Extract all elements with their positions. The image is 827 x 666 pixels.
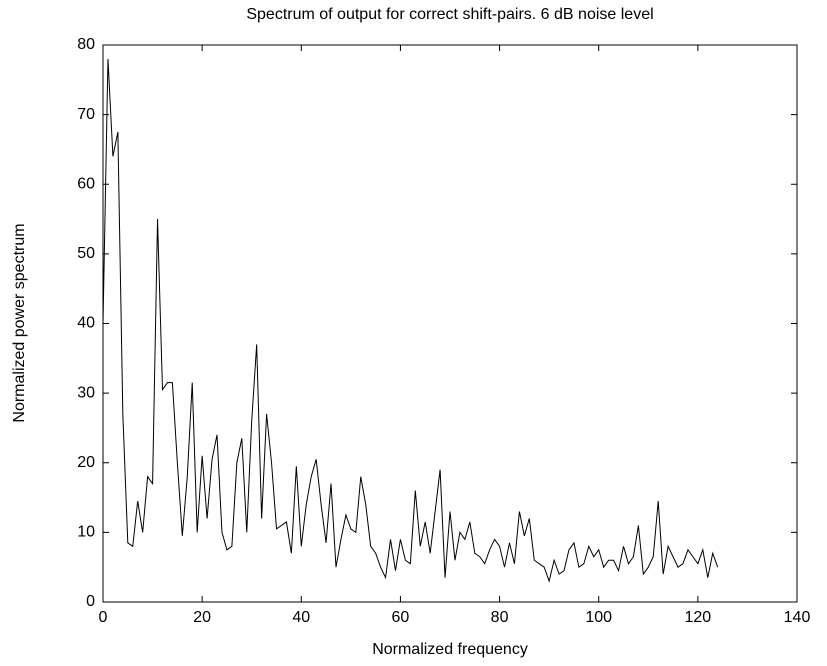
y-tick-label: 20: [77, 454, 95, 471]
x-tick-label: 100: [585, 609, 612, 626]
x-tick-label: 80: [491, 609, 509, 626]
y-tick-label: 40: [77, 315, 95, 332]
y-tick-label: 0: [86, 593, 95, 610]
x-tick-label: 40: [292, 609, 310, 626]
x-tick-label: 140: [784, 609, 811, 626]
x-tick-label: 120: [685, 609, 712, 626]
y-tick-label: 80: [77, 36, 95, 53]
y-tick-label: 70: [77, 106, 95, 123]
data-line: [102, 58, 719, 583]
x-tick-label: 60: [392, 609, 410, 626]
chart-title: Spectrum of output for correct shift-pai…: [246, 6, 653, 23]
y-tick-label: 60: [77, 175, 95, 192]
x-tick-label: 20: [193, 609, 211, 626]
y-tick-label: 30: [77, 384, 95, 401]
y-axis-label: Normalized power spectrum: [11, 223, 28, 422]
y-tick-label: 50: [77, 245, 95, 262]
y-tick-label: 10: [77, 524, 95, 541]
x-tick-label: 0: [99, 609, 108, 626]
x-axis-label: Normalized frequency: [372, 641, 528, 658]
